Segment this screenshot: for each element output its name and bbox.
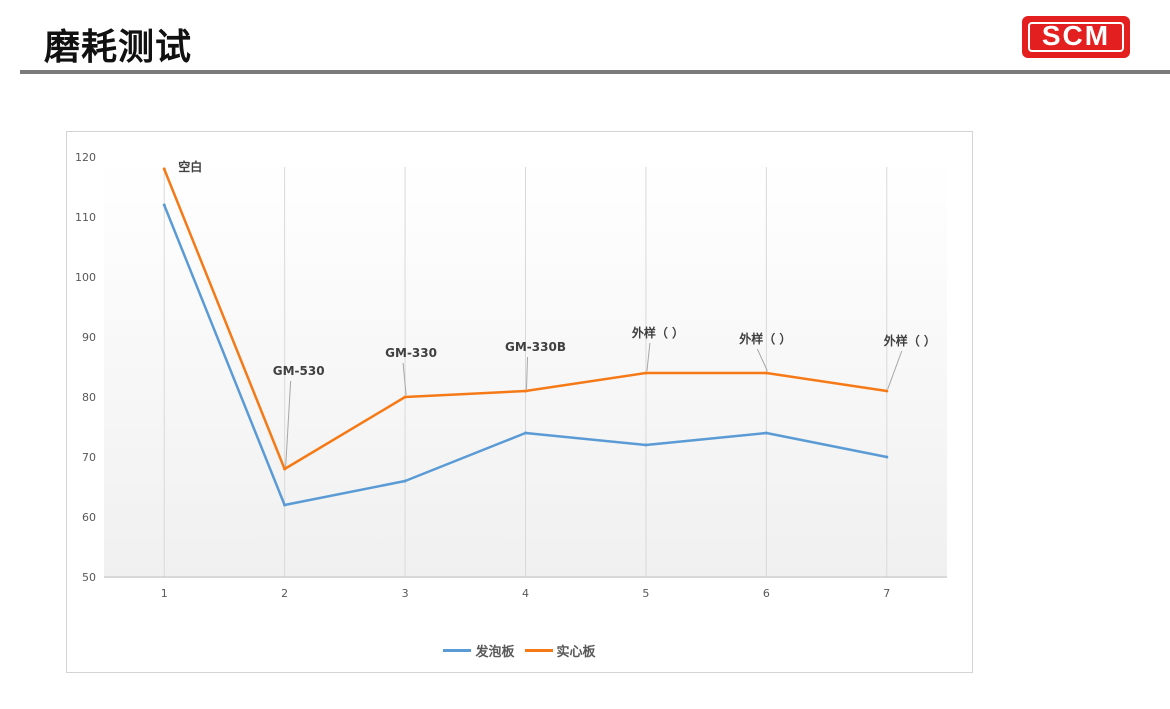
title-divider <box>20 70 1170 74</box>
x-tick-label-1: 1 <box>161 587 168 600</box>
logo-border <box>1028 22 1124 52</box>
annotation-label-3: GM-330 <box>385 346 437 360</box>
annotation-label-7: 外样（ ） <box>884 333 936 348</box>
data-point-s2-4 <box>524 389 527 393</box>
line-chart: 50 60 70 80 90 100 110 120 1 2 3 4 5 6 7 空白 GM-530 GM-33… <box>75 151 947 600</box>
data-point-s2-2 <box>283 467 287 471</box>
data-point-s1-4 <box>524 431 527 435</box>
y-tick-label-80: 80 <box>82 391 96 404</box>
annotation-leader-6 <box>756 348 768 372</box>
data-point-s2-6 <box>764 371 768 375</box>
y-tick-label-50: 50 <box>82 571 96 584</box>
data-point-s1-6 <box>764 431 768 435</box>
y-tick-label-110: 110 <box>75 211 96 224</box>
legend-swatch-solid <box>524 649 553 652</box>
legend-swatch-foam <box>443 649 472 652</box>
legend-item-solid: 实心板 <box>524 641 596 660</box>
page-title: 磨耗测试 <box>44 27 193 68</box>
annotation-leader-7 <box>887 350 903 390</box>
x-tick-label-7: 7 <box>883 587 890 600</box>
annotation-leader-5 <box>646 342 651 372</box>
data-point-s1-3 <box>403 479 407 483</box>
annotation-label-1: 空白 <box>178 159 202 174</box>
x-tick-label-3: 3 <box>402 587 409 600</box>
chart-legend: 发泡板 实心板 <box>66 641 973 660</box>
x-tick-label-2: 2 <box>281 587 288 600</box>
annotation-leader-2 <box>285 380 292 468</box>
x-tick-label-4: 4 <box>522 587 529 600</box>
data-point-s2-3 <box>403 395 407 399</box>
legend-item-foam: 发泡板 <box>443 641 515 660</box>
annotation-label-5: 外样（ ） <box>632 325 684 340</box>
y-tick-label-90: 90 <box>82 331 96 344</box>
x-tick-label-5: 5 <box>642 587 649 600</box>
logo-text: SCM <box>1041 20 1111 51</box>
x-tick-label-6: 6 <box>763 587 770 600</box>
scm-logo: SCM <box>1022 16 1130 58</box>
data-point-s1-2 <box>283 503 287 507</box>
y-tick-label-100: 100 <box>75 271 96 284</box>
chart-frame: 50 60 70 80 90 100 110 120 1 2 3 4 5 6 7 空白 GM-530 GM-33… <box>66 131 973 673</box>
data-point-s1-1 <box>162 203 166 207</box>
annotation-label-2: GM-530 <box>273 364 325 378</box>
y-tick-label-120: 120 <box>75 151 96 164</box>
y-tick-label-70: 70 <box>82 451 96 464</box>
legend-label-solid: 实心板 <box>556 645 596 660</box>
data-point-s2-7 <box>885 389 889 393</box>
y-tick-label-60: 60 <box>82 511 96 524</box>
annotation-label-4: GM-330B <box>505 340 566 354</box>
data-point-s2-5 <box>644 371 648 375</box>
annotation-label-6: 外样（ ） <box>739 331 791 346</box>
annotation-leader-4 <box>526 356 528 390</box>
data-point-s1-5 <box>644 443 648 447</box>
annotation-leader-3 <box>402 362 407 396</box>
legend-label-foam: 发泡板 <box>475 645 515 660</box>
data-point-s1-7 <box>885 455 889 459</box>
data-point-s2-1 <box>162 167 166 171</box>
